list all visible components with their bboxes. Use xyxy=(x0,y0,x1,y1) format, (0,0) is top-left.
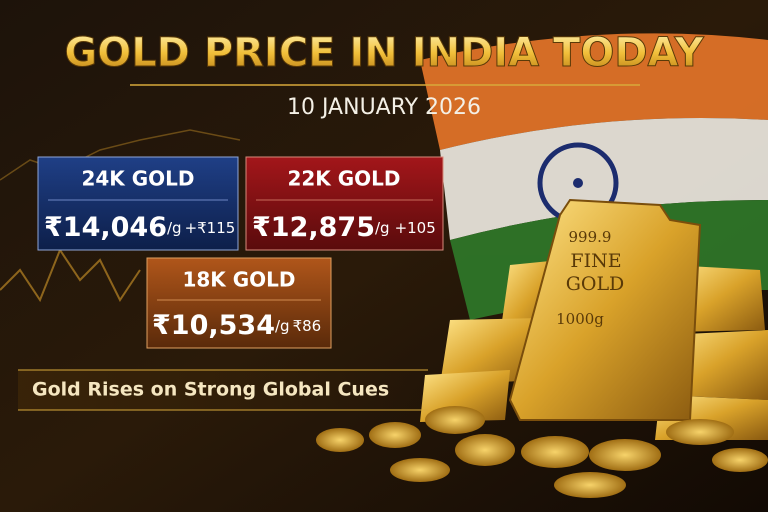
coins xyxy=(316,406,768,498)
card-18k xyxy=(146,257,332,349)
date: 10 JANUARY 2026 xyxy=(287,95,481,120)
card-price: ₹10,534/g ₹86 xyxy=(152,310,321,341)
card-price: ₹14,046/g +₹115 xyxy=(44,212,235,243)
card-label: 22K GOLD xyxy=(287,167,400,191)
banner: Gold Rises on Strong Global Cues xyxy=(32,379,389,401)
title: GOLD PRICE IN INDIA TODAY xyxy=(64,30,704,76)
card-22k xyxy=(245,156,444,251)
banner-bg xyxy=(18,370,428,410)
card-label: 24K GOLD xyxy=(81,167,194,191)
card-24k xyxy=(37,156,239,251)
decor-line xyxy=(0,247,141,303)
card-label: 18K GOLD xyxy=(182,268,295,292)
bar-text: FINE xyxy=(570,250,621,272)
decor-line xyxy=(0,129,241,181)
bar-weight: 1000g xyxy=(556,310,604,328)
bar-text: GOLD xyxy=(566,273,625,295)
bar-purity: 999.9 xyxy=(569,228,612,246)
card-price: ₹12,875/g +105 xyxy=(252,212,436,243)
